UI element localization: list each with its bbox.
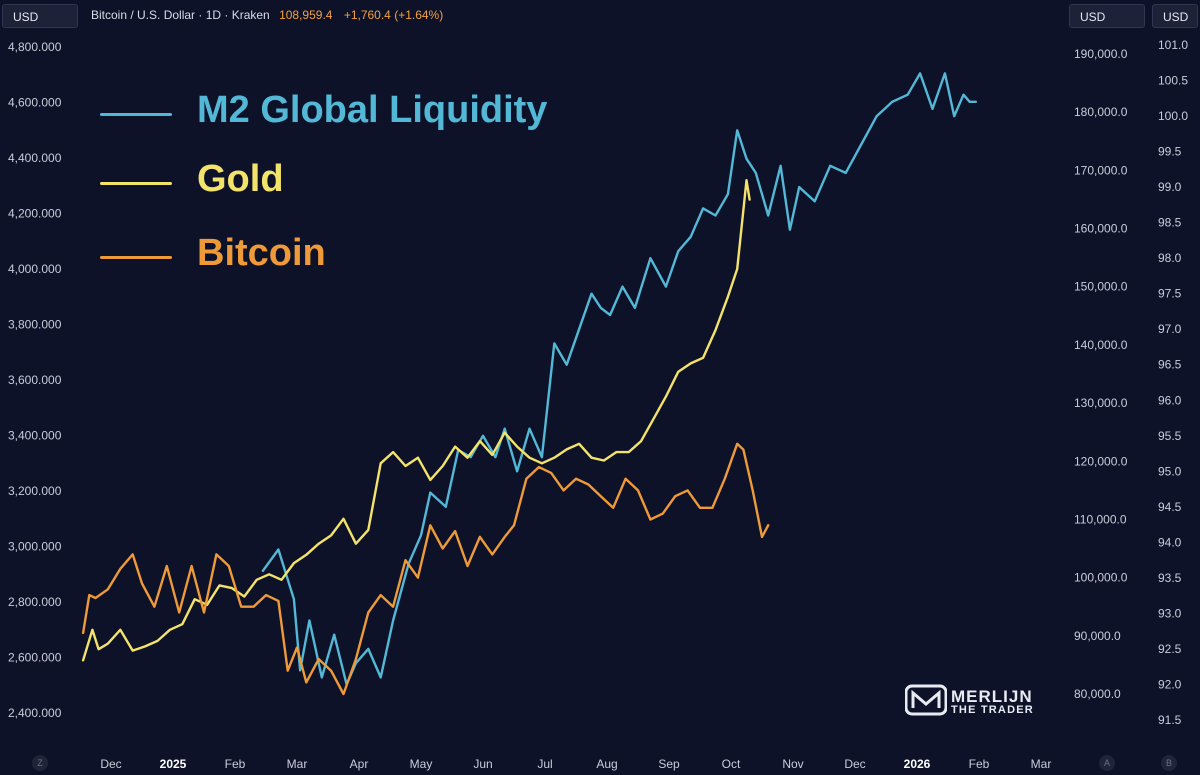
bitcoin-axis-tick-label: 170,000.0: [1074, 163, 1128, 177]
auto-scale-button-far-right[interactable]: B: [1161, 755, 1177, 771]
m2-axis-tick-label: 91.5: [1158, 713, 1182, 727]
auto-scale-button[interactable]: Z: [32, 755, 48, 771]
time-axis-tick-label: Apr: [350, 757, 369, 771]
gold-axis-tick-label: 2,400.000: [8, 706, 62, 720]
bitcoin-axis-tick-label: 100,000.0: [1074, 571, 1128, 585]
auto-scale-button-right[interactable]: A: [1099, 755, 1115, 771]
m2-axis-tick-label: 96.5: [1158, 358, 1182, 372]
legend-label: M2 Global Liquidity: [197, 89, 548, 131]
series-line-gold: [81, 178, 751, 662]
gold-axis-tick-label: 2,800.000: [8, 595, 62, 609]
right-axis-currency-badge[interactable]: USD: [1069, 4, 1145, 28]
gold-axis-tick-label: 3,000.000: [8, 540, 62, 554]
time-axis-tick-label: Dec: [100, 757, 121, 771]
left-axis-currency-badge[interactable]: USD: [2, 4, 78, 28]
time-axis-tick-label: Jun: [473, 757, 492, 771]
m2-axis-tick-label: 96.0: [1158, 393, 1182, 407]
m2-axis-tick-label: 99.5: [1158, 145, 1182, 159]
gold-axis-ticks: 4,800.000 4,600.000 4,400.000 4,200.000 4,00…: [8, 40, 62, 720]
time-axis-tick-label: Aug: [596, 757, 617, 771]
series-line-m2-global-liquidity: [261, 72, 978, 686]
time-axis-tick-label: Dec: [844, 757, 865, 771]
m2-axis-tick-label: 97.0: [1158, 322, 1182, 336]
button-label: B: [1165, 758, 1172, 768]
m2-axis-tick-label: 92.5: [1158, 642, 1182, 656]
currency-label: USD: [13, 10, 39, 24]
time-axis-tick-label: Sep: [658, 757, 680, 771]
button-label: Z: [37, 758, 43, 768]
m2-axis-tick-label: 98.0: [1158, 251, 1182, 265]
m2-axis-ticks: 101.0 100.5 100.0 99.5 99.0 98.5 98.0 97.5 97.0 9…: [1158, 38, 1188, 727]
legend-label: Bitcoin: [197, 232, 326, 274]
time-axis-tick-label: Feb: [969, 757, 990, 771]
legend-swatch: [100, 113, 172, 116]
bitcoin-axis-tick-label: 190,000.0: [1074, 47, 1128, 61]
series-line-bitcoin: [81, 442, 770, 696]
logo-subtitle: THE TRADER: [951, 704, 1034, 716]
m2-axis-tick-label: 100.5: [1158, 74, 1188, 88]
m2-axis-tick-label: 101.0: [1158, 38, 1188, 52]
far-right-axis-currency-badge[interactable]: USD: [1152, 4, 1198, 28]
m2-axis-tick-label: 100.0: [1158, 109, 1188, 123]
gold-axis-tick-label: 2,600.000: [8, 651, 62, 665]
bitcoin-axis-tick-label: 150,000.0: [1074, 280, 1128, 294]
time-axis-tick-label: Mar: [287, 757, 308, 771]
m2-axis-tick-label: 93.0: [1158, 606, 1182, 620]
bitcoin-axis-tick-label: 160,000.0: [1074, 222, 1128, 236]
time-axis-tick-label: Mar: [1031, 757, 1052, 771]
gold-axis-tick-label: 4,200.000: [8, 207, 62, 221]
bitcoin-axis-tick-label: 120,000.0: [1074, 454, 1128, 468]
gold-axis-tick-label: 3,200.000: [8, 484, 62, 498]
gold-axis-tick-label: 4,000.000: [8, 262, 62, 276]
currency-label: USD: [1080, 10, 1106, 24]
gold-axis-tick-label: 4,800.000: [8, 40, 62, 54]
m2-axis-tick-label: 94.0: [1158, 535, 1182, 549]
bitcoin-axis-tick-label: 140,000.0: [1074, 338, 1128, 352]
merlijn-logo: MERLIJN THE TRADER: [904, 684, 1055, 720]
gold-axis-tick-label: 3,400.000: [8, 429, 62, 443]
button-label: A: [1103, 758, 1110, 768]
time-axis-tick-label: 2026: [904, 757, 931, 771]
price-change: +1,760.4 (+1.64%): [343, 8, 444, 22]
m2-axis-tick-label: 95.0: [1158, 464, 1182, 478]
gold-axis-tick-label: 3,800.000: [8, 318, 62, 332]
logo-title: MERLIJN: [951, 687, 1033, 706]
m2-axis-tick-label: 99.0: [1158, 180, 1182, 194]
gold-axis-tick-label: 4,600.000: [8, 96, 62, 110]
bitcoin-axis-tick-label: 130,000.0: [1074, 396, 1128, 410]
bitcoin-axis-tick-label: 110,000.0: [1074, 512, 1127, 526]
currency-label: USD: [1163, 10, 1189, 24]
time-axis-tick-label: Nov: [782, 757, 803, 771]
merlijn-logo-icon: [904, 684, 948, 716]
time-axis-tick-label: Jul: [537, 757, 552, 771]
gold-axis-tick-label: 3,600.000: [8, 373, 62, 387]
symbol-line: Bitcoin / U.S. Dollar · 1D · Kraken: [91, 8, 270, 22]
time-axis-ticks: Dec 2025 Feb Mar Apr May Jun Jul Aug Sep Oct Nov Dec…: [100, 757, 1051, 771]
m2-axis-tick-label: 95.5: [1158, 429, 1182, 443]
time-axis-tick-label: May: [410, 757, 433, 771]
legend-swatch: [100, 182, 172, 185]
symbol-header: Bitcoin / U.S. Dollar · 1D · Kraken 108,…: [91, 8, 443, 22]
series-lines: [81, 72, 978, 696]
legend-label: Gold: [197, 158, 284, 200]
bitcoin-axis-tick-label: 90,000.0: [1074, 629, 1121, 643]
bitcoin-axis-tick-label: 80,000.0: [1074, 687, 1121, 701]
time-axis-tick-label: Oct: [722, 757, 741, 771]
time-axis-tick-label: Feb: [225, 757, 246, 771]
legend-swatch: [100, 256, 172, 259]
last-price: 108,959.4: [279, 8, 333, 22]
m2-axis-tick-label: 97.5: [1158, 287, 1182, 301]
m2-axis-tick-label: 92.0: [1158, 677, 1182, 691]
bitcoin-axis-ticks: 190,000.0 180,000.0 170,000.0 160,000.0 150,…: [1074, 47, 1128, 701]
bitcoin-axis-tick-label: 180,000.0: [1074, 105, 1128, 119]
m2-axis-tick-label: 93.5: [1158, 571, 1182, 585]
m2-axis-tick-label: 94.5: [1158, 500, 1182, 514]
gold-axis-tick-label: 4,400.000: [8, 151, 62, 165]
m2-axis-tick-label: 98.5: [1158, 216, 1182, 230]
time-axis-tick-label: 2025: [160, 757, 187, 771]
